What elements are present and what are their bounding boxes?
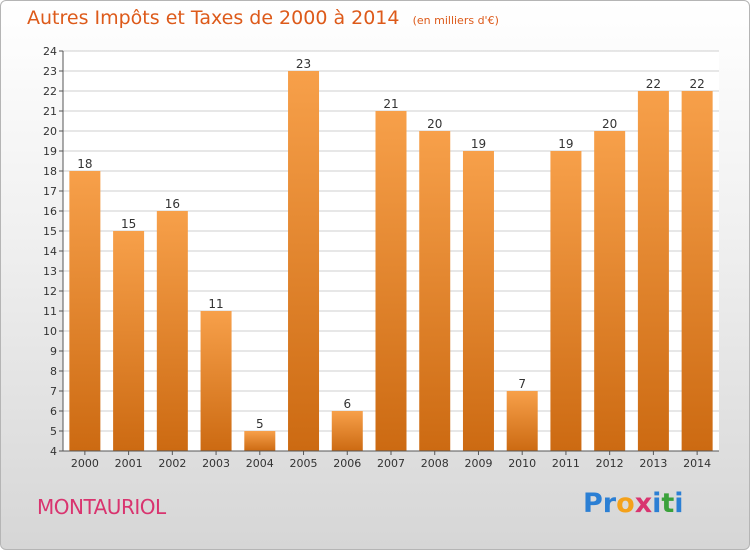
- y-tick-label: 6: [50, 405, 57, 418]
- x-tick-label: 2005: [290, 457, 318, 470]
- bar: [331, 411, 363, 451]
- bar-value-label: 22: [689, 77, 704, 91]
- y-tick-label: 17: [43, 185, 57, 198]
- x-tick-label: 2012: [596, 457, 624, 470]
- y-tick-label: 15: [43, 225, 57, 238]
- x-tick-label: 2001: [115, 457, 143, 470]
- y-tick-label: 22: [43, 85, 57, 98]
- commune-name: MONTAURIOL: [37, 495, 166, 519]
- y-tick-label: 24: [43, 45, 57, 58]
- bar: [375, 111, 407, 451]
- x-tick-label: 2008: [421, 457, 449, 470]
- bar-value-label: 22: [646, 77, 661, 91]
- bar: [69, 171, 101, 451]
- bar-value-label: 18: [77, 157, 92, 171]
- bar: [550, 151, 582, 451]
- bar-value-label: 6: [343, 397, 351, 411]
- y-tick-label: 20: [43, 125, 57, 138]
- bar-value-label: 5: [256, 417, 264, 431]
- y-tick-label: 18: [43, 165, 57, 178]
- y-tick-label: 4: [50, 445, 57, 458]
- bar: [288, 71, 320, 451]
- y-tick-label: 19: [43, 145, 57, 158]
- logo-letter: i: [674, 488, 684, 519]
- logo-letter: x: [634, 488, 653, 519]
- bar-value-label: 19: [558, 137, 573, 151]
- bar-value-label: 16: [165, 197, 180, 211]
- bar: [637, 91, 669, 451]
- y-tick-label: 12: [43, 285, 57, 298]
- chart-title: Autres Impôts et Taxes de 2000 à 2014: [27, 7, 400, 29]
- bar: [156, 211, 188, 451]
- bar-value-label: 11: [208, 297, 223, 311]
- x-tick-label: 2014: [683, 457, 711, 470]
- chart-unit: (en milliers d'€): [412, 14, 499, 27]
- bar: [200, 311, 232, 451]
- x-tick-label: 2000: [71, 457, 99, 470]
- x-tick-label: 2011: [552, 457, 580, 470]
- bar-value-label: 19: [471, 137, 486, 151]
- x-tick-label: 2003: [202, 457, 230, 470]
- bar-value-label: 21: [383, 97, 398, 111]
- logo-letter: t: [661, 488, 675, 519]
- y-tick-label: 8: [50, 365, 57, 378]
- y-tick-label: 16: [43, 205, 57, 218]
- bar-value-label: 23: [296, 57, 311, 71]
- x-tick-label: 2010: [508, 457, 536, 470]
- bar: [462, 151, 494, 451]
- bar: [113, 231, 145, 451]
- proxiti-logo: Proxiti: [583, 488, 684, 519]
- y-tick-label: 9: [50, 345, 57, 358]
- x-tick-label: 2004: [246, 457, 274, 470]
- bar: [419, 131, 451, 451]
- y-tick-label: 10: [43, 325, 57, 338]
- y-tick-label: 5: [50, 425, 57, 438]
- bar-value-label: 15: [121, 217, 136, 231]
- x-tick-label: 2007: [377, 457, 405, 470]
- x-tick-label: 2002: [158, 457, 186, 470]
- bar: [681, 91, 713, 451]
- bar: [506, 391, 538, 451]
- logo-letter: i: [652, 488, 662, 519]
- chart-title-block: Autres Impôts et Taxes de 2000 à 2014 (e…: [27, 7, 499, 29]
- logo-letter: P: [583, 488, 603, 519]
- bar-value-label: 20: [602, 117, 617, 131]
- bar: [244, 431, 276, 451]
- logo-letter: r: [602, 488, 617, 519]
- y-tick-label: 21: [43, 105, 57, 118]
- y-tick-label: 13: [43, 265, 57, 278]
- y-tick-label: 14: [43, 245, 57, 258]
- x-tick-label: 2009: [464, 457, 492, 470]
- bar-value-label: 7: [518, 377, 526, 391]
- x-tick-label: 2006: [333, 457, 361, 470]
- x-tick-label: 2013: [639, 457, 667, 470]
- y-tick-label: 23: [43, 65, 57, 78]
- y-tick-label: 7: [50, 385, 57, 398]
- bar-value-label: 20: [427, 117, 442, 131]
- bar: [594, 131, 626, 451]
- y-tick-label: 11: [43, 305, 57, 318]
- logo-letter: o: [616, 488, 635, 519]
